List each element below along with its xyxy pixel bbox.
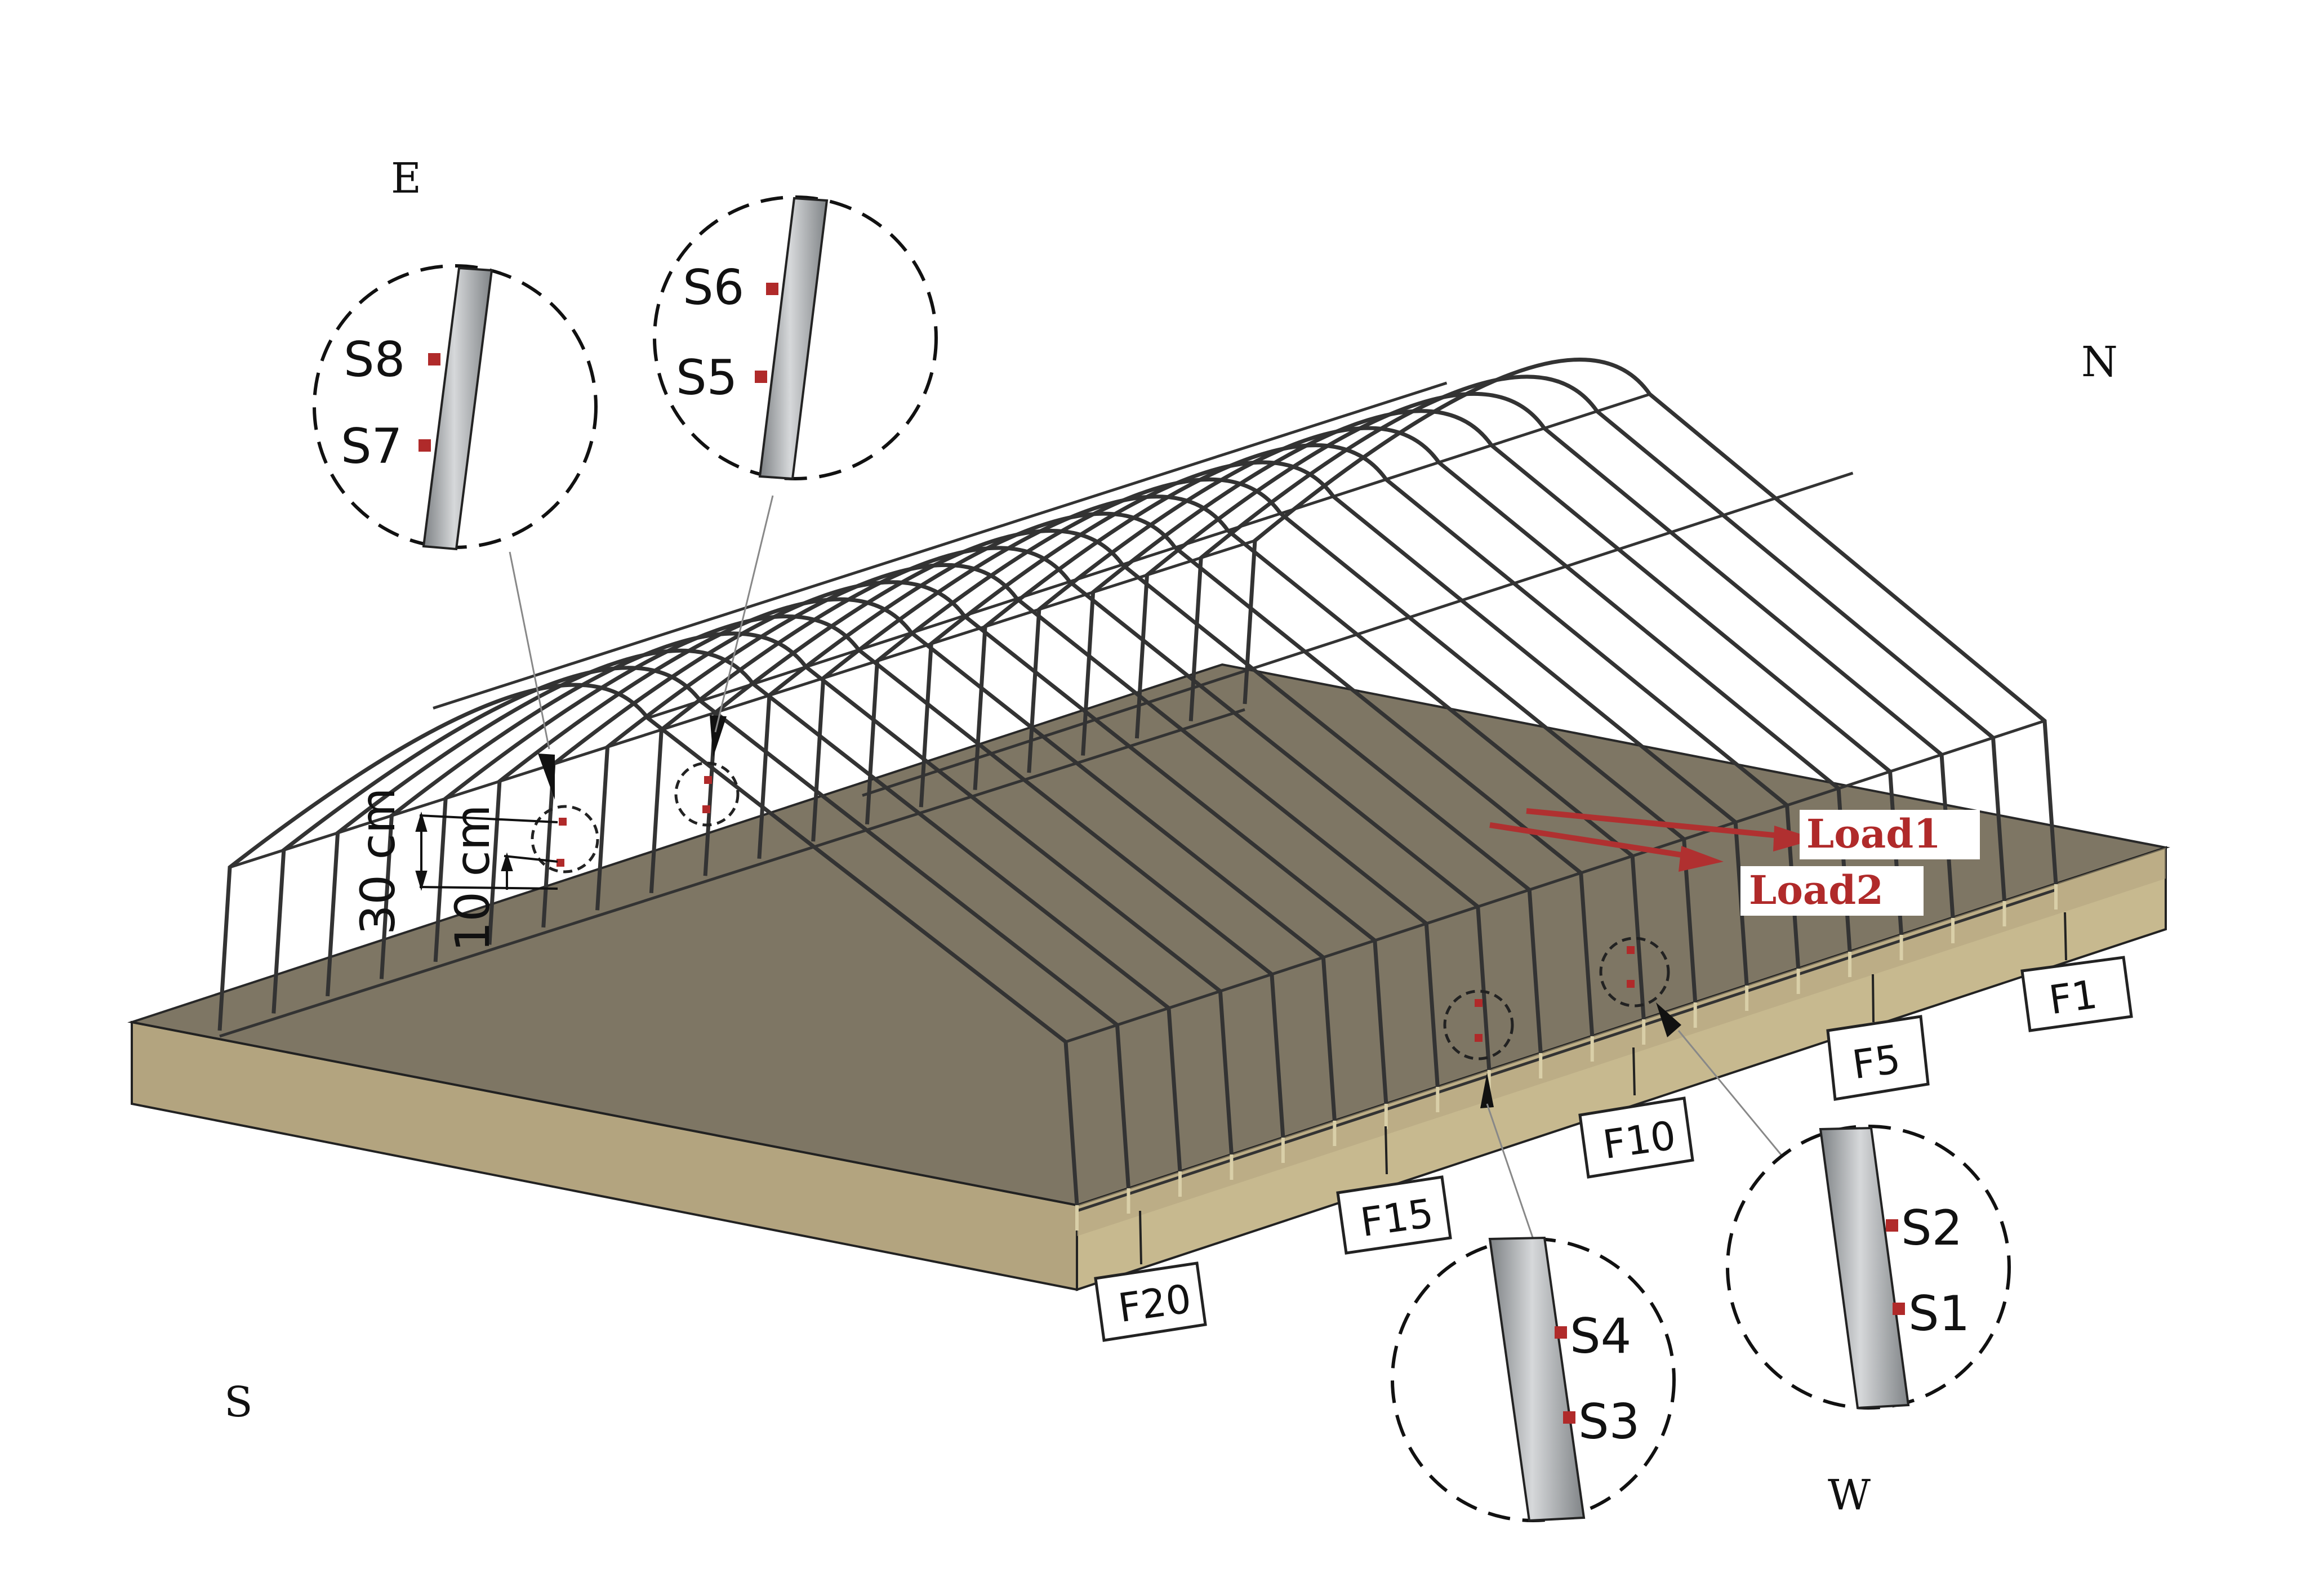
compass-east: E: [391, 154, 421, 203]
load1-label: Load1: [1806, 810, 1941, 857]
foundation-label-f1: F1: [2020, 912, 2133, 1032]
compass-labels: E N S W: [224, 154, 2118, 1519]
leader-lines: [509, 495, 1787, 1240]
purlin: [433, 381, 1448, 710]
sensor-s1-label: S1: [1908, 1286, 1970, 1342]
detail-east-b: S6 S5: [653, 195, 938, 480]
dimension-annotation: [415, 811, 558, 891]
locator-east-b: [674, 715, 740, 827]
locator-east-a: [531, 754, 599, 873]
foundation-label-f20: F20: [1094, 1210, 1207, 1342]
load2-label: Load2: [1749, 867, 1884, 913]
foundation-label-f15: F15: [1336, 1126, 1452, 1255]
purlin: [647, 393, 1650, 720]
sensor-s6-label: S6: [683, 260, 744, 316]
dimension-10cm: 10 cm: [445, 804, 500, 952]
f1-label: F1: [2046, 971, 2100, 1023]
detail-west-b: S2 S1: [1726, 1125, 2011, 1410]
purlin: [862, 471, 1854, 797]
compass-north: N: [2081, 338, 2118, 386]
foundation-label-f5: F5: [1826, 974, 1930, 1101]
arch-rib: [1243, 358, 2058, 885]
load2-arrow: [1489, 822, 1707, 862]
purlin: [229, 539, 1256, 869]
purlin: [1065, 719, 2045, 1044]
load1-arrow: [1526, 808, 1803, 841]
detail-west-a: S4 S3: [1391, 1236, 1676, 1522]
foundation-label-f10: F10: [1578, 1047, 1694, 1179]
sensor-s2-label: S2: [1901, 1200, 1962, 1256]
dimension-30cm: 30 cm: [350, 787, 406, 935]
foundation-labels: F1 F5 F10 F15 F20: [1094, 912, 2133, 1342]
purlin: [1076, 888, 2056, 1212]
f15-label: F15: [1357, 1190, 1436, 1246]
sensor-s5-label: S5: [676, 350, 737, 406]
locator-west-b: [1599, 937, 1681, 1037]
soil-front-top-band: [1077, 848, 2166, 1236]
sensor-s4-label: S4: [1570, 1308, 1631, 1365]
sensor-s8-label: S8: [344, 332, 405, 388]
load-arrows: Load1 Load2: [1489, 808, 1980, 916]
greenhouse-frame: [217, 358, 2058, 1212]
detail-east-a: S8 S7: [313, 264, 598, 551]
locator-west-a: [1443, 989, 1514, 1108]
purlin: [219, 708, 1245, 1038]
sensor-s3-label: S3: [1578, 1394, 1640, 1450]
sensor-locators: [531, 715, 1681, 1108]
f5-label: F5: [1850, 1036, 1903, 1088]
compass-west: W: [1828, 1471, 1871, 1519]
sensor-s7-label: S7: [341, 418, 402, 475]
f10-label: F10: [1600, 1112, 1679, 1168]
compass-south: S: [224, 1378, 253, 1426]
f20-label: F20: [1115, 1276, 1194, 1331]
foundation-posts: [1075, 884, 2058, 1231]
